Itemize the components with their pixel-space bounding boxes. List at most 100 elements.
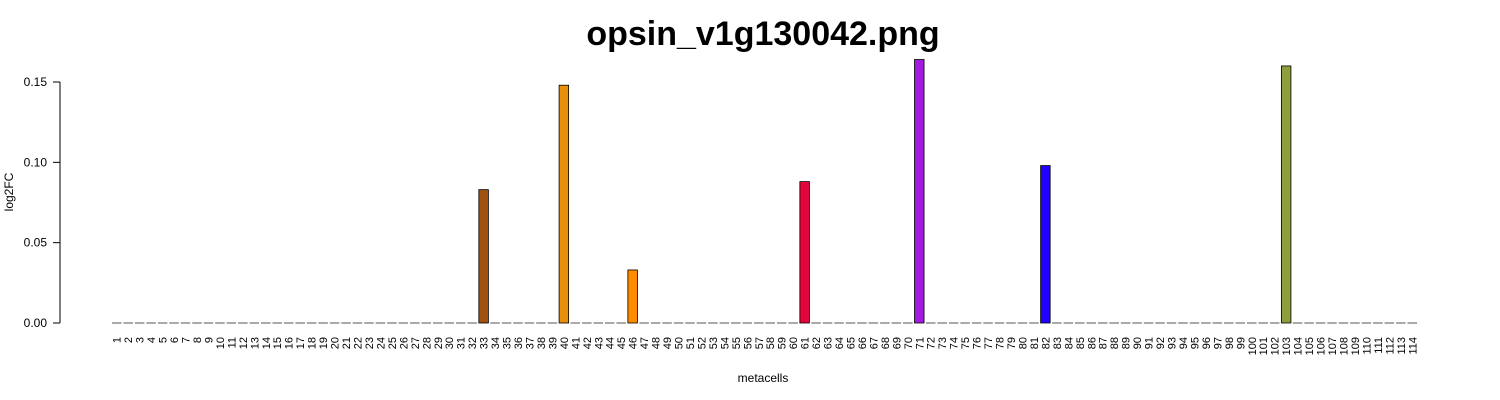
x-tick-label: 9 [203,337,215,343]
bar-46 [627,269,638,324]
x-tick-label: 36 [513,337,525,349]
x-tick-label: 79 [1006,337,1018,349]
x-tick-label: 98 [1224,337,1236,349]
x-tick-label: 15 [272,337,284,349]
x-tick-label: 80 [1017,337,1029,349]
x-tick-label: 6 [169,337,181,343]
x-tick-label: 86 [1086,337,1098,349]
x-tick-label: 105 [1304,337,1316,355]
x-tick-label: 52 [696,337,708,349]
x-tick-label: 42 [582,337,594,349]
x-tick-label: 3 [135,337,147,343]
x-tick-label: 63 [823,337,835,349]
x-tick-label: 27 [410,337,422,349]
x-tick-label: 64 [834,337,846,349]
x-tick-label: 83 [1052,337,1064,349]
x-tick-label: 85 [1075,337,1087,349]
x-tick-label: 24 [375,337,387,349]
bar-33 [478,189,489,324]
x-tick-label: 69 [891,337,903,349]
x-tick-label: 54 [719,337,731,349]
y-axis-label: log2FC [2,172,16,211]
x-tick-label: 104 [1293,337,1305,355]
x-tick-label: 10 [215,337,227,349]
x-tick-label: 81 [1029,337,1041,349]
x-tick-label: 4 [146,337,158,343]
x-tick-label: 71 [914,337,926,349]
x-tick-label: 112 [1384,337,1396,355]
x-tick-label: 92 [1155,337,1167,349]
x-tick-label: 59 [777,337,789,349]
x-tick-label: 14 [261,337,273,349]
x-tick-label: 67 [868,337,880,349]
x-tick-label: 2 [123,337,135,343]
x-tick-label: 70 [903,337,915,349]
x-tick-label: 55 [731,337,743,349]
x-tick-label: 72 [926,337,938,349]
x-tick-label: 37 [524,337,536,349]
x-tick-label: 33 [479,337,491,349]
x-tick-label: 77 [983,337,995,349]
y-tick-label: 0.05 [24,236,48,250]
x-tick-label: 22 [352,337,364,349]
x-tick-label: 87 [1098,337,1110,349]
x-tick-labels: 1 2 3 4 5 6 7 8 9 10 11 12 13 14 15 16 17 18 19 20 21 22 23 24 2… [112,337,1420,355]
y-tick-label: 0.15 [24,75,48,89]
x-tick-label: 66 [857,337,869,349]
x-tick-label: 108 [1338,337,1350,355]
x-tick-label: 17 [295,337,307,349]
x-tick-label: 89 [1121,337,1133,349]
x-tick-label: 51 [685,337,697,349]
x-tick-label: 34 [490,337,502,349]
x-tick-label: 21 [341,337,353,349]
x-tick-label: 88 [1109,337,1121,349]
x-tick-label: 84 [1063,337,1075,349]
x-tick-label: 107 [1327,337,1339,355]
x-tick-label: 31 [456,337,468,349]
x-tick-label: 8 [192,337,204,343]
y-tick-label: 0.10 [24,155,48,169]
x-tick-label: 28 [421,337,433,349]
x-tick-label: 62 [811,337,823,349]
x-tick-label: 101 [1258,337,1270,355]
x-tick-label: 26 [398,337,410,349]
x-tick-label: 48 [651,337,663,349]
x-tick-label: 29 [433,337,445,349]
bar-71 [914,59,925,324]
x-tick-label: 16 [284,337,296,349]
x-tick-label: 25 [387,337,399,349]
x-tick-label: 40 [559,337,571,349]
bars [111,59,1418,324]
x-tick-label: 110 [1361,337,1373,355]
x-tick-label: 90 [1132,337,1144,349]
x-tick-label: 57 [754,337,766,349]
x-tick-label: 95 [1189,337,1201,349]
x-tick-label: 73 [937,337,949,349]
x-tick-label: 68 [880,337,892,349]
x-tick-label: 91 [1144,337,1156,349]
x-tick-label: 32 [467,337,479,349]
x-tick-label: 99 [1235,337,1247,349]
x-tick-label: 53 [708,337,720,349]
x-tick-label: 75 [960,337,972,349]
x-tick-label: 7 [181,337,193,343]
x-tick-label: 44 [605,337,617,349]
x-tick-label: 103 [1281,337,1293,355]
x-tick-label: 100 [1247,337,1259,355]
chart-title: opsin_v1g130042.png [586,15,939,53]
bar-82 [1040,165,1051,324]
x-tick-label: 74 [949,337,961,349]
x-tick-label: 19 [318,337,330,349]
y-axis: 0.00 0.05 0.10 0.15 [24,75,61,330]
x-tick-label: 49 [662,337,674,349]
x-tick-label: 50 [674,337,686,349]
x-tick-label: 111 [1373,337,1385,354]
x-tick-label: 41 [570,337,582,349]
x-tick-label: 30 [444,337,456,349]
x-tick-label: 38 [536,337,548,349]
x-tick-label: 35 [502,337,514,349]
x-tick-label: 1 [112,337,124,343]
x-tick-label: 106 [1316,337,1328,355]
x-tick-label: 39 [547,337,559,349]
